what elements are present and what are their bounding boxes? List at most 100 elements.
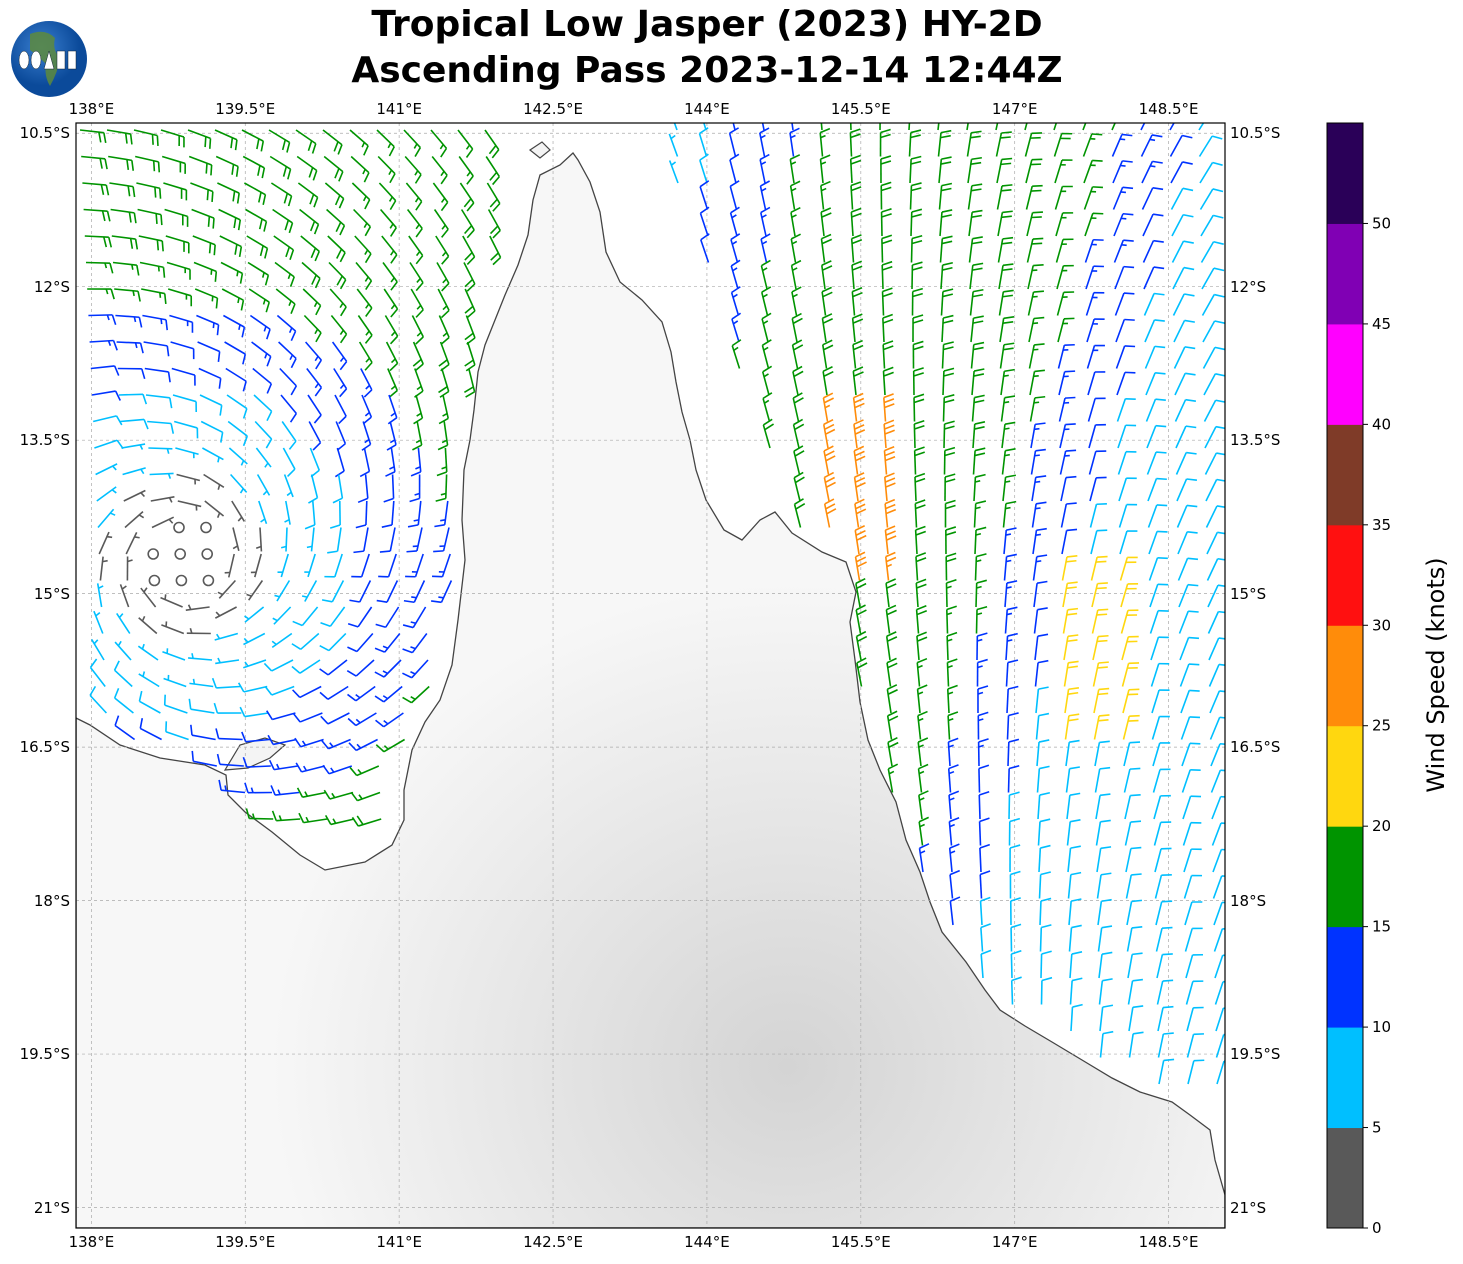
wind-barb xyxy=(220,261,244,284)
wind-barb xyxy=(820,207,832,237)
wind-barb xyxy=(1091,608,1109,634)
wind-barb xyxy=(292,685,322,699)
wind-barb xyxy=(730,286,741,316)
wind-barb xyxy=(90,365,120,376)
wind-barb xyxy=(278,341,297,369)
wind-barb xyxy=(405,553,424,578)
wind-barb xyxy=(116,612,131,634)
lat-tick-left: 19.5°S xyxy=(19,1045,70,1064)
wind-barb xyxy=(114,640,132,661)
wind-barb xyxy=(1058,370,1076,396)
wind-barb xyxy=(915,552,927,581)
wind-barb xyxy=(258,500,268,525)
lat-tick-left: 15°S xyxy=(33,584,70,603)
wind-barb xyxy=(270,785,300,796)
wind-barb xyxy=(252,367,273,394)
wind-barb xyxy=(204,500,225,518)
wind-barb xyxy=(912,340,924,369)
wind-barb xyxy=(283,474,294,498)
wind-barb xyxy=(1061,555,1078,581)
wind-barb xyxy=(910,208,923,237)
colorbar-tick-label: 15 xyxy=(1372,918,1391,936)
colorbar-segment xyxy=(1327,1027,1363,1129)
wind-barb xyxy=(188,653,213,661)
wind-barb xyxy=(358,341,373,371)
wind-barb xyxy=(968,236,983,263)
wind-barb xyxy=(268,129,291,153)
wind-barb xyxy=(227,420,249,447)
wind-barb xyxy=(296,155,318,181)
wind-barb xyxy=(1179,663,1200,687)
wind-barb xyxy=(485,156,501,186)
wind-barb xyxy=(999,342,1015,369)
wind-barb xyxy=(113,660,133,688)
wind-barb xyxy=(322,129,343,155)
wind-barb xyxy=(822,392,834,422)
wind-barb xyxy=(217,182,240,204)
wind-barb xyxy=(377,155,396,184)
colorbar-label: Wind Speed (knots) xyxy=(1422,557,1450,793)
wind-barb xyxy=(81,155,108,170)
wind-barb xyxy=(1210,769,1225,793)
wind-barb xyxy=(854,525,867,555)
wind-barb xyxy=(403,580,426,604)
wind-barb xyxy=(116,341,144,354)
wind-barb xyxy=(1149,583,1169,608)
wind-barb xyxy=(231,500,246,522)
lon-tick-bottom: 141°E xyxy=(376,1233,422,1251)
lat-tick-left: 13.5°S xyxy=(19,431,70,450)
wind-barb xyxy=(1111,123,1116,131)
wind-barb xyxy=(1152,742,1171,767)
wind-barb xyxy=(1144,345,1166,369)
wind-barb xyxy=(790,233,801,263)
wind-barb xyxy=(1150,662,1170,687)
wind-barb xyxy=(1024,123,1028,131)
wind-barb xyxy=(118,393,148,405)
wind-barb xyxy=(853,419,866,449)
wind-barb xyxy=(91,390,121,401)
wind-barb xyxy=(938,156,952,184)
wind-barb xyxy=(308,474,319,504)
wind-barb xyxy=(436,262,450,292)
wind-barb xyxy=(298,812,328,824)
wind-barb xyxy=(96,486,117,502)
wind-barb xyxy=(119,584,130,608)
wind-barb xyxy=(438,368,450,398)
wind-barb xyxy=(1140,123,1146,131)
wind-barb xyxy=(137,208,163,226)
wind-barb xyxy=(940,261,953,290)
wind-barb xyxy=(330,314,348,344)
wind-barb xyxy=(883,446,896,475)
wind-barb xyxy=(908,129,922,157)
wind-barb xyxy=(188,155,213,176)
wind-barb xyxy=(297,182,319,208)
wind-barb xyxy=(1148,557,1168,581)
wind-barb xyxy=(1208,637,1225,661)
wind-barb xyxy=(793,498,806,528)
wind-barb xyxy=(947,737,959,767)
wind-barb xyxy=(1177,531,1198,555)
wind-barb xyxy=(1085,265,1104,290)
wind-barb xyxy=(1210,742,1225,767)
chart-title-line2: Ascending Pass 2023-12-14 12:44Z xyxy=(351,50,1063,91)
wind-barb xyxy=(361,394,373,425)
wind-barb xyxy=(1125,846,1142,873)
wind-barb xyxy=(160,594,183,608)
wind-barb xyxy=(1156,953,1173,979)
calm-circle xyxy=(147,548,159,560)
wind-barb xyxy=(241,731,270,743)
colorbar-segment xyxy=(1327,424,1363,526)
wind-barb xyxy=(1143,292,1165,316)
wind-barb xyxy=(98,531,113,555)
chart-title-line1: Tropical Low Jasper (2023) HY-2D xyxy=(371,4,1043,45)
wind-barb xyxy=(668,133,679,157)
wind-barb xyxy=(853,472,866,502)
wind-barb xyxy=(1038,871,1051,899)
wind-barb xyxy=(910,234,923,263)
wind-barb xyxy=(459,182,475,212)
wind-barb xyxy=(122,467,146,476)
wind-barb xyxy=(973,473,986,502)
wind-barb xyxy=(335,421,347,451)
wind-barb xyxy=(438,315,450,345)
wind-barb xyxy=(972,447,986,475)
